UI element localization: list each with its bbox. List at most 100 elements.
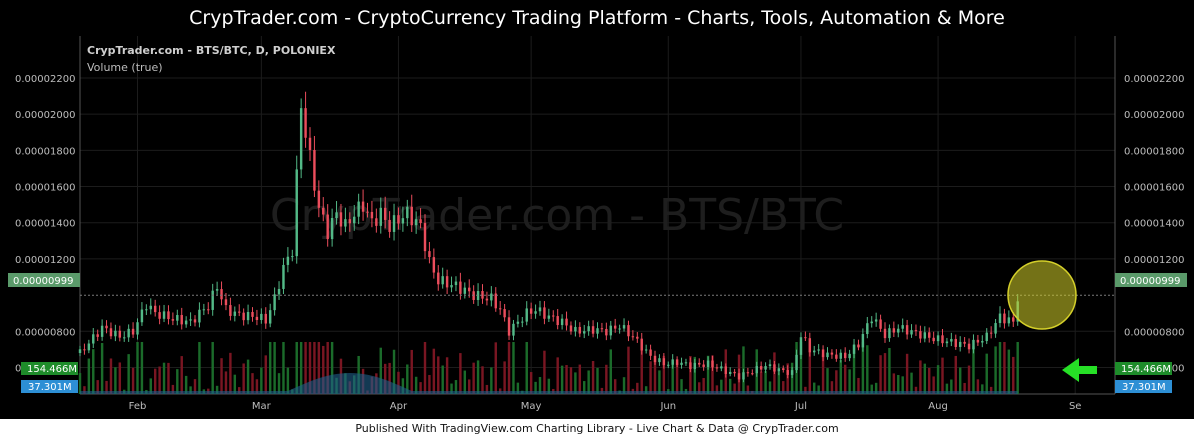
volume-bar: [622, 377, 626, 394]
candle-body: [976, 339, 980, 343]
candle-body: [799, 337, 803, 355]
volume-bar: [463, 370, 467, 394]
candle-body: [525, 308, 528, 322]
candle-body: [96, 334, 99, 337]
candle-body: [498, 308, 502, 310]
volume-bar: [454, 380, 458, 394]
candle-body: [932, 337, 935, 342]
candle-body: [406, 206, 409, 219]
candle-body: [928, 332, 931, 338]
candle-body: [768, 364, 772, 367]
candle-body: [759, 366, 763, 370]
candle-body: [145, 309, 148, 311]
volume-bar: [158, 366, 161, 394]
candle-body: [468, 287, 471, 292]
volume-bar: [485, 384, 489, 394]
candle-body: [308, 137, 312, 151]
candle-body: [680, 362, 683, 365]
candle-body: [967, 343, 971, 350]
volume-bar: [565, 365, 568, 394]
candle-body: [299, 108, 303, 170]
y-tick-label: 0.00002000: [15, 110, 75, 121]
volume-bar: [494, 342, 497, 394]
candle-body: [180, 315, 183, 325]
candle-body: [583, 331, 586, 334]
candle-body: [286, 256, 290, 265]
candle-body: [153, 305, 157, 313]
volume-bar: [149, 378, 152, 394]
volume-bar: [100, 343, 104, 394]
volume-bar: [746, 385, 750, 394]
volume-bar: [706, 355, 710, 394]
candle-body: [304, 108, 307, 138]
volume-bar: [857, 377, 860, 394]
price-chart[interactable]: CrypTrader.com - BTS/BTC 0.000022000.000…: [7, 36, 1187, 418]
candle-body: [755, 366, 758, 374]
volume-bar: [560, 365, 564, 394]
volume-bar: [777, 372, 781, 394]
candle-body: [189, 319, 192, 321]
volume-bar: [273, 342, 276, 394]
volume-bar: [450, 383, 453, 394]
volume-bar: [720, 379, 723, 394]
candle-body: [322, 207, 325, 215]
candle-body: [693, 362, 697, 369]
candle-body: [78, 349, 82, 353]
volume-ma-label-left-bg: [21, 380, 78, 393]
candle-body: [715, 367, 719, 369]
candle-body: [901, 325, 904, 329]
footer-text: Published With TradingView.com Charting …: [355, 422, 839, 435]
candle-body: [574, 326, 577, 332]
volume-bar: [1012, 356, 1015, 394]
volume-bar: [821, 354, 825, 394]
candle-body: [790, 370, 794, 375]
volume-label-right: 154.466M: [1121, 364, 1171, 375]
candle-body: [560, 318, 564, 326]
volume-bar: [808, 342, 812, 394]
y-tick-label: 0.00000800: [1124, 327, 1184, 338]
volume-bar: [830, 381, 834, 394]
volume-label-right-bg: [1115, 362, 1172, 375]
volume-bar: [423, 342, 427, 394]
candle-body: [600, 328, 604, 330]
volume-bar: [574, 372, 577, 394]
volume-label-left: 154.466M: [27, 364, 77, 375]
volume-bar: [680, 379, 683, 394]
candle-body: [105, 325, 108, 329]
volume-bar: [308, 342, 312, 394]
volume-bar: [613, 379, 617, 394]
candle-body: [879, 319, 882, 329]
volume-bar: [972, 346, 975, 394]
candle-body: [414, 219, 418, 226]
candle-body: [826, 352, 829, 358]
volume-bar: [768, 381, 772, 394]
candle-body: [994, 323, 997, 334]
candle-body: [211, 290, 214, 310]
volume-bar: [282, 342, 285, 394]
chart-title: CrypTrader.com - BTS/BTC, D, POLONIEX: [87, 44, 336, 57]
candle-body: [963, 341, 966, 344]
volume-bar: [410, 349, 413, 394]
volume-bar: [649, 361, 652, 394]
volume-bar: [874, 382, 878, 394]
volume-bar: [406, 364, 409, 394]
candle-body: [114, 330, 117, 337]
volume-bar: [78, 373, 82, 394]
volume-bar: [388, 362, 391, 394]
volume-bar: [578, 364, 582, 394]
volume-bar: [251, 373, 254, 394]
candle-body: [357, 201, 360, 217]
candle-body: [578, 326, 582, 334]
candle-body: [450, 285, 453, 288]
volume-bar: [799, 342, 803, 394]
volume-bar: [591, 360, 595, 394]
volume-bar: [397, 371, 400, 394]
candle-body: [353, 216, 356, 224]
volume-bar: [445, 357, 449, 394]
candle-body: [698, 362, 701, 365]
volume-bar: [644, 386, 648, 394]
candle-body: [786, 370, 789, 375]
candle-body: [392, 215, 396, 232]
volume-bar: [950, 379, 953, 394]
x-tick-label: May: [521, 401, 542, 412]
